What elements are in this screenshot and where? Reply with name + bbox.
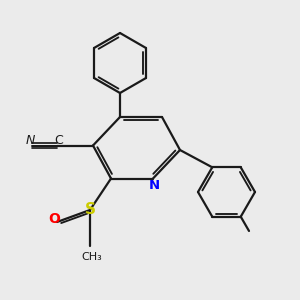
Text: S: S: [85, 202, 95, 217]
Text: C: C: [54, 134, 63, 148]
Text: CH₃: CH₃: [81, 252, 102, 262]
Text: N: N: [149, 178, 160, 192]
Text: N: N: [25, 134, 35, 148]
Text: O: O: [48, 212, 60, 226]
